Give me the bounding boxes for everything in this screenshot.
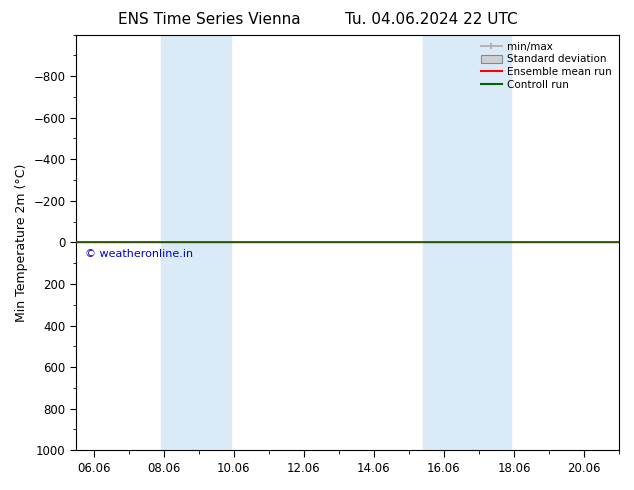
Y-axis label: Min Temperature 2m (°C): Min Temperature 2m (°C)	[15, 163, 28, 321]
Bar	[161, 35, 231, 450]
Text: ENS Time Series Vienna: ENS Time Series Vienna	[118, 12, 301, 27]
Bar	[424, 35, 511, 450]
Legend: min/max, Standard deviation, Ensemble mean run, Controll run: min/max, Standard deviation, Ensemble me…	[479, 40, 614, 92]
Text: Tu. 04.06.2024 22 UTC: Tu. 04.06.2024 22 UTC	[345, 12, 517, 27]
Text: © weatheronline.in: © weatheronline.in	[85, 248, 193, 259]
